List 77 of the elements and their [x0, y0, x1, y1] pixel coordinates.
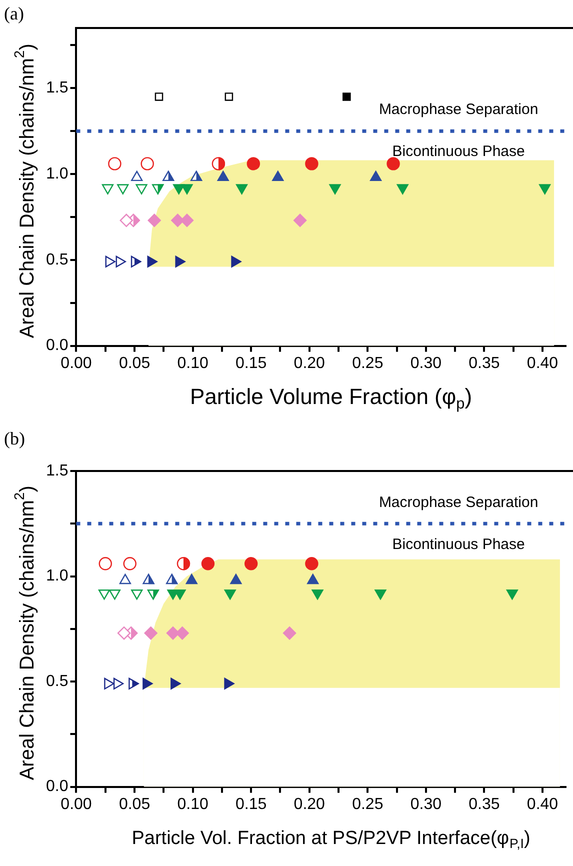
point: [131, 170, 143, 182]
y-tick-label: 1.5: [46, 80, 68, 97]
x-tick-label: 0.35: [468, 354, 500, 372]
x-tick-label: 0.30: [410, 354, 442, 372]
x-tick-label: 0.15: [236, 796, 267, 813]
point: [231, 256, 242, 268]
point: [108, 157, 122, 170]
point: [312, 590, 324, 600]
x-tick-label: 0.00: [60, 354, 92, 372]
point: [282, 626, 296, 640]
x-tick-label: 0.40: [526, 354, 558, 372]
point: [305, 557, 318, 570]
point: [175, 256, 186, 268]
x-tick-label: 0.30: [410, 796, 442, 813]
point: [148, 214, 161, 227]
point: [142, 678, 153, 690]
x-tick-label: 0.25: [352, 354, 384, 372]
point: [180, 214, 194, 227]
y-tick-label: 0.0: [46, 778, 68, 796]
x-tick-label: 0.10: [177, 354, 208, 372]
x-tick-label: 0.00: [60, 796, 92, 813]
point: [342, 92, 351, 101]
point: [98, 557, 112, 570]
point: [98, 590, 110, 600]
point: [201, 557, 215, 570]
point: [370, 170, 382, 182]
point: [386, 157, 400, 170]
x-tick-label: 0.40: [526, 796, 558, 813]
y-axis-title: Areal Chain Density (chains/nm2): [10, 44, 39, 338]
point: [171, 214, 184, 227]
x-tick-label: 0.15: [236, 354, 267, 372]
y-tick-label: 1.5: [46, 462, 68, 480]
point: [104, 678, 114, 690]
y-axis-title: Areal Chain Density (chains/nm2): [10, 486, 39, 780]
point: [293, 214, 307, 227]
x-tick-label: 0.05: [118, 354, 150, 372]
point: [144, 626, 158, 640]
point: [374, 590, 386, 600]
point: [506, 590, 518, 600]
point: [140, 157, 154, 170]
point: [244, 557, 258, 570]
x-tick-label: 0.35: [468, 796, 500, 813]
x-tick-label: 0.20: [294, 354, 326, 372]
x-tick-label: 0.10: [177, 796, 208, 813]
point: [217, 170, 229, 182]
y-tick-label: 0.0: [46, 337, 68, 354]
text: (b): [4, 428, 25, 449]
x-tick-label: 0.25: [352, 796, 384, 813]
point: [176, 626, 189, 640]
point: [224, 590, 236, 600]
point: [108, 590, 121, 600]
y-tick-label: 1.0: [46, 568, 68, 585]
x-tick-label: 0.20: [294, 796, 326, 813]
point: [105, 256, 116, 268]
text: (a): [4, 4, 24, 24]
annotation: Macrophase Separation: [378, 101, 538, 118]
point: [123, 557, 136, 570]
point: [305, 157, 318, 170]
point: [246, 157, 260, 170]
y-tick-label: 1.0: [46, 165, 68, 182]
annotation: Bicontinuous Phase: [392, 143, 525, 160]
point: [116, 256, 126, 268]
y-tick-label: 0.5: [46, 251, 68, 268]
point: [154, 92, 164, 101]
annotation: Bicontinuous Phase: [392, 536, 525, 553]
point: [120, 214, 133, 227]
point: [272, 170, 284, 182]
annotation: Macrophase Separation: [378, 494, 538, 511]
point: [113, 678, 124, 690]
point: [131, 590, 143, 600]
point: [147, 256, 158, 268]
point: [224, 678, 234, 690]
point: [117, 626, 131, 640]
point: [224, 92, 234, 101]
x-tick-label: 0.05: [118, 796, 150, 813]
point: [170, 678, 181, 690]
y-tick-label: 0.5: [46, 672, 68, 690]
